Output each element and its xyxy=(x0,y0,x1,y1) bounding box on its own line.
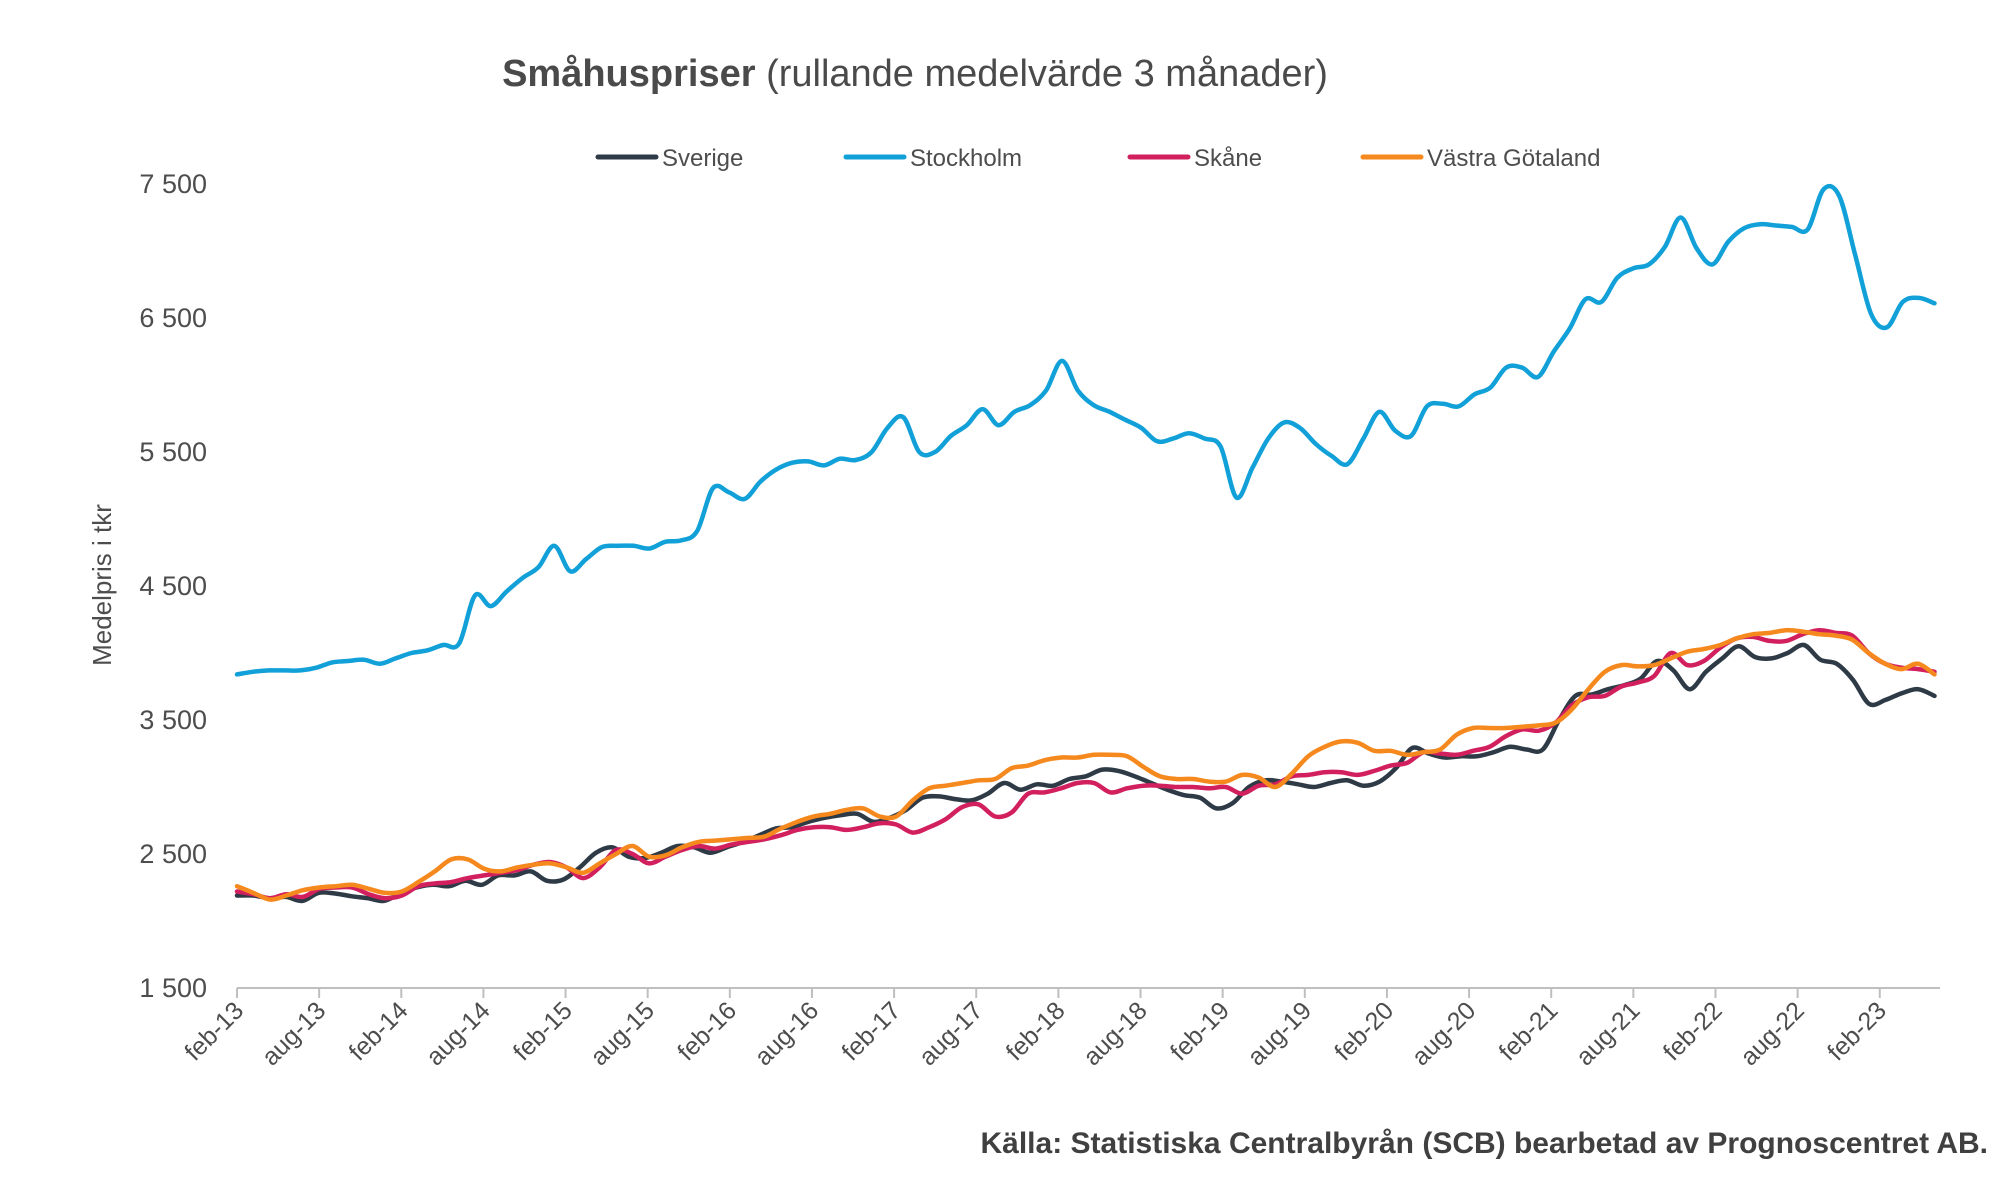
legend-label-sverige: Sverige xyxy=(662,145,743,172)
series-line-skane xyxy=(234,627,1937,901)
y-tick-label: 1 500 xyxy=(139,973,207,1003)
x-tick-label: feb-16 xyxy=(672,996,742,1066)
series-line-vastra-gotaland xyxy=(234,627,1937,902)
x-tick-label: aug-15 xyxy=(585,996,660,1071)
legend-label-stockholm: Stockholm xyxy=(910,145,1022,172)
y-tick-label: 6 500 xyxy=(139,303,207,333)
x-tick-label: feb-19 xyxy=(1165,996,1235,1066)
series-line-sverige xyxy=(234,642,1937,904)
legend-label-vastra-gotaland: Västra Götaland xyxy=(1427,145,1600,172)
series-line-stockholm xyxy=(234,183,1937,677)
x-tick-label: feb-17 xyxy=(836,996,906,1066)
x-tick-label: feb-20 xyxy=(1329,996,1399,1066)
x-tick-label: aug-18 xyxy=(1078,996,1153,1071)
source-note: Källa: Statistiska Centralbyrån (SCB) be… xyxy=(980,1127,1989,1160)
x-tick-label: aug-21 xyxy=(1571,996,1646,1071)
x-tick-label: aug-22 xyxy=(1735,996,1810,1071)
legend-label-skane: Skåne xyxy=(1194,145,1262,172)
x-tick-label: aug-14 xyxy=(421,996,496,1071)
y-tick-label: 7 500 xyxy=(139,169,207,199)
chart-title-rest: (rullande medelvärde 3 månader) xyxy=(756,53,1328,95)
y-tick-label: 2 500 xyxy=(139,839,207,869)
x-tick-label: aug-19 xyxy=(1242,996,1317,1071)
x-tick-label: aug-13 xyxy=(257,996,332,1071)
y-axis: 1 500 2 500 3 500 4 500 5 500 6 500 7 500 xyxy=(139,169,207,1003)
x-tick-label: aug-20 xyxy=(1406,996,1481,1071)
x-tick-label: aug-17 xyxy=(914,996,989,1071)
x-tick-label: feb-13 xyxy=(179,996,249,1066)
y-tick-label: 4 500 xyxy=(139,571,207,601)
chart-title: Småhuspriser (rullande medelvärde 3 måna… xyxy=(502,53,1328,95)
chart-title-bold: Småhuspriser xyxy=(502,53,756,95)
plot-area xyxy=(234,183,1937,904)
y-axis-label: Medelpris i tkr xyxy=(87,504,117,666)
x-tick-label: feb-18 xyxy=(1001,996,1071,1066)
x-tick-label: feb-23 xyxy=(1822,996,1892,1066)
x-tick-label: feb-21 xyxy=(1494,996,1564,1066)
y-tick-label: 3 500 xyxy=(139,705,207,735)
x-axis: feb-13 aug-13 feb-14 aug-14 feb-15 aug-15 feb-… xyxy=(179,987,1940,1071)
y-tick-label: 5 500 xyxy=(139,437,207,467)
x-tick-label: feb-15 xyxy=(508,996,578,1066)
x-tick-label: feb-22 xyxy=(1658,996,1728,1066)
legend: Sverige Stockholm Skåne Västra Götaland xyxy=(595,145,1600,172)
x-tick-label: feb-14 xyxy=(344,996,414,1066)
x-tick-label: aug-16 xyxy=(749,996,824,1071)
